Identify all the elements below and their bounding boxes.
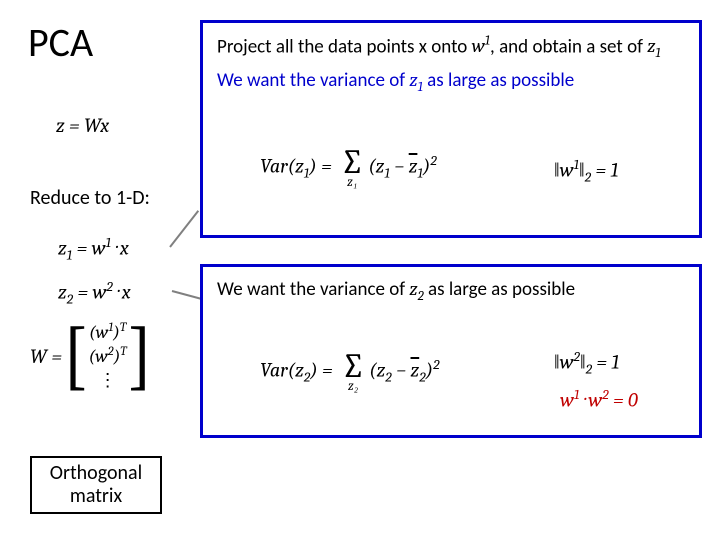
- eq-sub: 1: [655, 46, 660, 61]
- eq-sup: T: [120, 321, 126, 335]
- eq-text: −: [392, 359, 411, 382]
- matrix-row: (w2)T: [89, 344, 127, 368]
- matrix-dots: ⋮: [99, 369, 117, 392]
- bracket-right-icon: ]: [127, 326, 154, 387]
- eq-text: w: [560, 389, 574, 412]
- math-w: w1: [472, 35, 490, 57]
- eq-text: ‖w: [554, 351, 574, 374]
- reduce-label: Reduce to 1-D:: [30, 186, 150, 210]
- eq-text: · x: [111, 237, 129, 260]
- sigma-sub: z₂: [348, 381, 358, 392]
- eq-text: w: [472, 35, 485, 57]
- eq-text: z: [58, 281, 67, 304]
- equation-var-z1: Var(z1) = ∑z₁(z1 − z1)2: [260, 148, 437, 188]
- matrix-bracket: [ (w1)T (w2)T ⋮ ]: [62, 320, 153, 392]
- box-variance-z2: We want the variance of z2 as large as p…: [200, 264, 702, 438]
- equation-norm-w1: ‖w1‖2 = 1: [554, 156, 618, 186]
- orthogonal-text-2: matrix: [70, 485, 122, 508]
- sigma-sub: z₁: [347, 177, 357, 188]
- eq-text: z: [58, 237, 67, 260]
- eq-text: = 0: [609, 389, 638, 412]
- arrow-z1-to-box1: [169, 210, 199, 247]
- sigma-icon: ∑z₁: [340, 148, 364, 188]
- eq-text: (w: [89, 346, 108, 367]
- eq-text: ‖w: [554, 159, 574, 182]
- equation-orthogonality: w1 · w2 = 0: [560, 386, 638, 412]
- orthogonal-matrix-box: Orthogonal matrix: [30, 456, 162, 514]
- eq-sup: 2: [433, 356, 439, 373]
- eq-sup: 2: [430, 152, 436, 169]
- eq-text: ): [113, 322, 120, 343]
- eq-text: z: [409, 69, 417, 91]
- eq-text: = w: [73, 281, 106, 304]
- matrix-row: (w1)T: [89, 320, 126, 344]
- text: , and obtain a set of: [490, 35, 647, 58]
- text: Project all the data points x onto: [217, 35, 472, 58]
- matrix-body: (w1)T (w2)T ⋮: [89, 320, 127, 392]
- eq-text: Var(z: [260, 155, 304, 178]
- eq-text: ): [426, 359, 433, 382]
- equation-z-wx: z = Wx: [56, 114, 109, 137]
- want-variance-text-2: We want the variance of z2 as large as p…: [217, 277, 685, 305]
- eq-text: Var(z: [260, 359, 304, 382]
- eq-zbar: z: [411, 359, 420, 382]
- eq-text: ) =: [309, 155, 336, 178]
- eq-text: = w: [72, 237, 105, 260]
- equation-z1: z1 = w1 · x: [58, 234, 129, 264]
- eq-text: (w: [89, 322, 108, 343]
- text: We want the variance of: [217, 278, 409, 301]
- equation-norm-w2: ‖w2‖2 = 1: [554, 348, 619, 378]
- want-variance-text: We want the variance of z1 as large as p…: [217, 68, 685, 96]
- text: We want the variance of: [217, 69, 409, 92]
- orthogonal-text-1: Orthogonal: [50, 462, 142, 485]
- equation-W-matrix: W = [ (w1)T (w2)T ⋮ ]: [30, 320, 153, 392]
- eq-text: · w: [579, 389, 602, 412]
- eq-text: ) =: [310, 359, 337, 382]
- text: as large as possible: [424, 278, 575, 301]
- text: as large as possible: [423, 69, 574, 92]
- eq-text: = 1: [592, 351, 619, 374]
- eq-text: = 1: [591, 159, 618, 182]
- equation-var-z2: Var(z2) = ∑z₂(z2 − z2)2: [260, 352, 440, 392]
- eq-text: · x: [113, 281, 131, 304]
- eq-text: z: [409, 278, 417, 300]
- eq-text: (z: [369, 359, 385, 382]
- math-z: z2: [409, 278, 423, 300]
- slide-title: PCA: [28, 18, 93, 67]
- bracket-left-icon: [: [62, 326, 89, 387]
- math-z: z1: [647, 35, 660, 57]
- projection-text: Project all the data points x onto w1, a…: [217, 33, 685, 62]
- eq-text: W =: [30, 345, 62, 368]
- eq-text: −: [390, 155, 409, 178]
- equation-z2: z2 = w2 · x: [58, 278, 131, 308]
- sigma-icon: ∑z₂: [341, 352, 365, 392]
- box-variance-z1: Project all the data points x onto w1, a…: [200, 20, 702, 238]
- eq-text: (z: [368, 155, 384, 178]
- math-z: z1: [409, 69, 422, 91]
